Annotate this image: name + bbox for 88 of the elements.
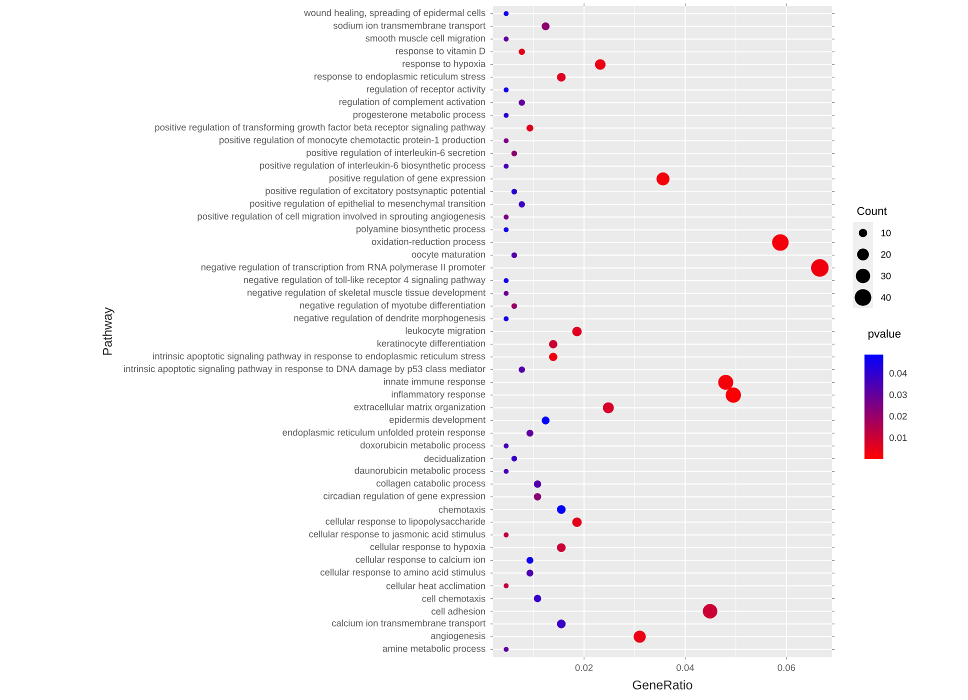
y-tick-label: response to vitamin D — [396, 47, 486, 56]
y-tick-label: amine metabolic process — [382, 645, 486, 654]
legend-label: 10 — [881, 230, 891, 236]
legend-label: 30 — [881, 272, 891, 280]
point — [549, 352, 558, 362]
x-tick-label: 0.02 — [575, 664, 593, 671]
y-tick-label: endoplasmic reticulum unfolded protein response — [282, 428, 486, 438]
y-tick-label: angiogenesis — [431, 632, 486, 642]
point — [526, 570, 534, 577]
y-tick-label: cell chemotaxis — [422, 595, 486, 602]
point — [518, 366, 526, 373]
y-tick-label: keratinocyte differentiation — [377, 340, 485, 349]
y-tick-label: extracellular matrix organization — [354, 403, 485, 412]
y-tick-label: positive regulation of transforming growth factor beta receptor signaling pathway — [155, 124, 486, 132]
y-tick-label: innate immune response — [384, 378, 486, 387]
point — [511, 252, 518, 258]
y-tick-label: positive regulation of gene expression — [330, 174, 485, 184]
color-bar-title: pvalue — [868, 329, 901, 340]
color-bar-label: 0.01 — [889, 434, 907, 442]
point — [534, 594, 542, 602]
y-tick-label: negative regulation of toll-like receptor 4 signaling pathway — [244, 276, 486, 285]
y-tick-label: positive regulation of monocyte chemotactic protein-1 production — [220, 136, 485, 146]
y-tick-label: cellular response to hypoxia — [370, 543, 486, 552]
x-axis-title: GeneRatio — [632, 680, 692, 690]
y-tick-label: cell adhesion — [432, 608, 485, 615]
y-tick-label: response to endoplasmic reticulum stress — [314, 72, 486, 82]
legend-label: 20 — [881, 251, 891, 258]
point — [534, 493, 542, 500]
y-axis-title: Pathway — [102, 307, 114, 355]
y-tick-label: positive regulation of excitatory postsynaptic potential — [266, 187, 485, 196]
legend-label: 40 — [880, 294, 891, 301]
color-bar-label: 0.03 — [889, 391, 907, 398]
y-tick-label: circadian regulation of gene expression — [324, 492, 485, 502]
y-tick-label: chemotaxis — [438, 506, 486, 513]
y-tick-label: smooth muscle cell migration — [366, 34, 485, 44]
point — [526, 556, 534, 564]
x-tick-label: 0.06 — [778, 664, 796, 671]
point — [556, 505, 566, 514]
y-tick-label: cellular response to jasmonic acid stimulus — [309, 530, 486, 540]
legend-title: Count — [857, 206, 887, 215]
point — [518, 201, 526, 208]
y-tick-label: positive regulation of epithelial to mesenchymal transition — [250, 200, 485, 209]
point — [526, 124, 534, 132]
y-tick-label: negative regulation of skeletal muscle tissue development — [248, 289, 486, 298]
y-tick-label: negative regulation of myotube differentiation — [300, 302, 485, 310]
y-tick-label: inflammatory response — [392, 390, 486, 400]
y-tick-label: response to hypoxia — [402, 60, 486, 69]
y-tick-label: oxidation-reduction process — [372, 238, 486, 247]
y-tick-label: calcium ion transmembrane transport — [332, 620, 486, 628]
y-tick-label: intrinsic apoptotic signaling pathway in response to DNA damage by p53 class mediator — [124, 365, 486, 374]
y-tick-label: sodium ion transmembrane transport — [333, 22, 486, 31]
y-tick-label: positive regulation of interleukin-6 biosynthetic process — [260, 162, 486, 171]
y-tick-label: doxorubicin metabolic process — [360, 442, 486, 450]
point — [534, 480, 542, 488]
y-tick-label: wound healing, spreading of epidermal cells — [304, 9, 486, 18]
y-tick-label: progesterone metabolic process — [353, 111, 486, 120]
y-tick-label: leukocyte migration — [406, 327, 485, 336]
y-tick-label: cellular heat acclimation — [386, 582, 485, 590]
x-tick-label: 0.04 — [676, 664, 694, 671]
y-tick-label: epidermis development — [390, 416, 486, 425]
point — [511, 303, 518, 309]
y-tick-label: cellular response to amino acid stimulus — [320, 568, 486, 578]
y-tick-label: intrinsic apoptotic signaling pathway in response to endoplasmic reticulum stress — [153, 352, 486, 362]
y-tick-label: cellular response to calcium ion — [356, 556, 485, 565]
point — [511, 456, 518, 462]
y-tick-label: negative regulation of dendrite morphogenesis — [294, 314, 486, 324]
point — [511, 188, 518, 195]
color-bar-label: 0.04 — [889, 370, 907, 377]
point — [549, 340, 558, 348]
point — [556, 620, 566, 628]
point — [518, 48, 526, 55]
y-tick-label: decidualization — [424, 455, 485, 462]
color-bar-label: 0.02 — [889, 412, 907, 420]
y-tick-label: polyamine biosynthetic process — [356, 225, 486, 234]
y-tick-label: regulation of complement activation — [339, 98, 485, 107]
y-tick-label: oocyte maturation — [412, 250, 485, 260]
point — [526, 430, 534, 437]
point — [518, 99, 526, 106]
y-tick-label: negative regulation of transcription from RNA polymerase II promoter — [201, 264, 486, 272]
point — [542, 416, 550, 424]
y-tick-label: positive regulation of cell migration involved in sprouting angiogenesis — [198, 212, 486, 222]
y-tick-label: positive regulation of interleukin-6 secretion — [306, 149, 485, 158]
y-tick-label: cellular response to lipopolysaccharide — [326, 518, 486, 527]
point — [511, 150, 518, 156]
point — [542, 22, 550, 30]
y-tick-label: daunorubicin metabolic process — [354, 467, 486, 476]
y-tick-label: collagen catabolic process — [376, 480, 486, 488]
y-tick-label: regulation of receptor activity — [366, 86, 486, 94]
